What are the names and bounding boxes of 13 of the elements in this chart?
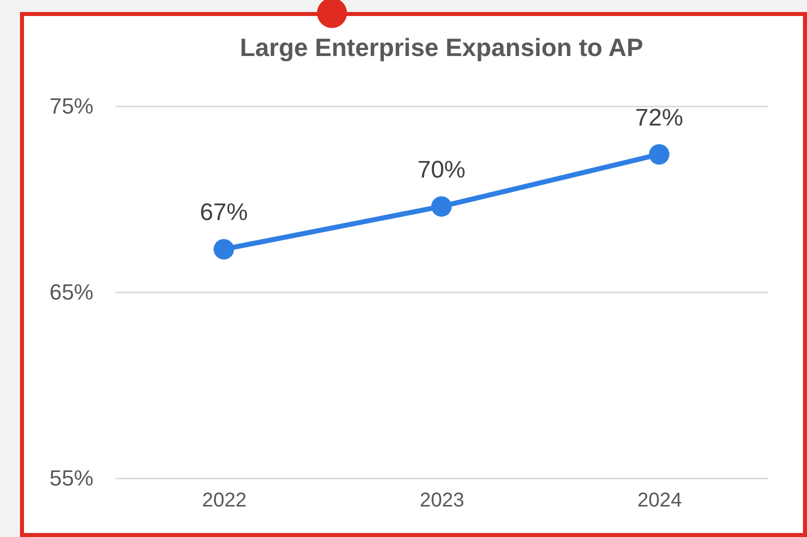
y-tick-label: 65% (49, 280, 94, 304)
point (214, 238, 234, 260)
data-label: 67% (200, 199, 248, 226)
x-tick-label: 2024 (637, 490, 682, 512)
x-tick-label: 2022 (202, 490, 247, 512)
chart-title: Large Enterprise Expansion to AP (240, 34, 644, 62)
x-tick-label: 2023 (420, 490, 464, 512)
data-label: 72% (635, 104, 684, 132)
y-tick-label: 75% (49, 94, 94, 118)
point (648, 144, 670, 165)
data-label: 70% (417, 156, 466, 184)
point (431, 196, 452, 217)
y-tick-label: 55% (49, 466, 94, 490)
